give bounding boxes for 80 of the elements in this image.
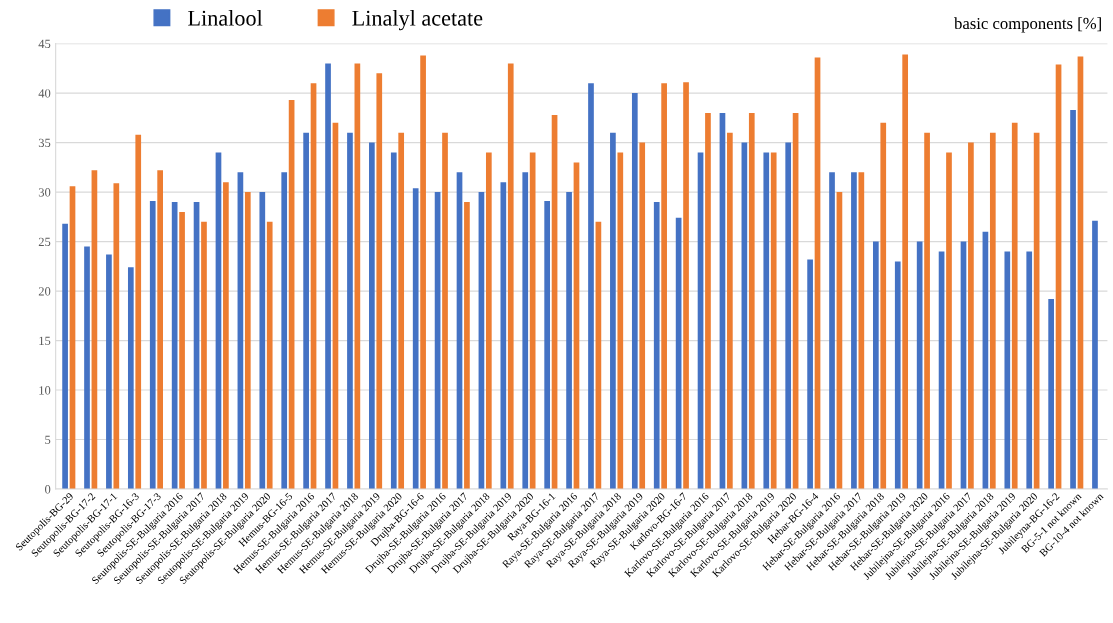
bar	[770, 152, 777, 490]
bar	[201, 221, 207, 490]
y-tick-label: 0	[45, 485, 51, 494]
bar	[179, 211, 185, 490]
bar	[1070, 109, 1076, 490]
bar	[507, 63, 514, 490]
bar	[266, 221, 273, 490]
bar	[303, 132, 309, 490]
bar	[390, 152, 397, 490]
bar	[281, 172, 288, 490]
bar	[968, 142, 974, 490]
y-tick-label: 35	[38, 138, 51, 148]
bar	[617, 152, 624, 490]
bar	[149, 201, 156, 490]
y-tick-label: 30	[38, 188, 51, 197]
bar	[522, 172, 529, 490]
bar	[347, 132, 353, 490]
bar	[566, 192, 572, 490]
bar	[1026, 251, 1033, 490]
bar	[807, 259, 813, 490]
bar	[157, 170, 163, 490]
bar	[785, 142, 792, 490]
bar	[902, 54, 909, 490]
bar	[244, 192, 251, 490]
bar	[325, 63, 331, 490]
bar	[1092, 220, 1098, 490]
legend-label: Linalool	[188, 10, 263, 26]
bar	[858, 172, 865, 490]
y-tick-label: 20	[38, 287, 51, 296]
bar	[1011, 122, 1018, 490]
bar	[84, 246, 90, 490]
bar	[376, 73, 383, 490]
y-tick-label: 40	[38, 89, 51, 98]
bar	[705, 112, 711, 490]
bar	[223, 182, 229, 490]
bar	[420, 55, 426, 490]
y-tick-label: 15	[39, 336, 51, 346]
bar	[1004, 251, 1011, 490]
y-tick-label: 5	[45, 435, 51, 445]
y-tick-label: 45	[38, 39, 51, 49]
y-tick-label: 25	[38, 237, 51, 247]
bar	[369, 142, 375, 490]
bar	[464, 201, 470, 490]
bar	[653, 201, 660, 490]
bar	[631, 93, 638, 490]
bar	[485, 152, 492, 490]
bar	[851, 172, 857, 490]
bar	[127, 267, 134, 490]
bar	[894, 261, 901, 490]
bar	[763, 152, 770, 490]
bar	[727, 132, 733, 490]
bar	[946, 152, 952, 490]
y-axis-title: basic components [%]	[954, 17, 1101, 33]
bar	[171, 201, 178, 490]
legend-label: Linalyl acetate	[352, 10, 483, 31]
y-tick-label: 10	[39, 386, 51, 395]
bar	[989, 132, 996, 490]
bar	[529, 152, 536, 490]
bar	[113, 183, 120, 490]
bar	[873, 241, 879, 490]
bar	[135, 134, 142, 490]
bar	[748, 112, 755, 490]
bar	[924, 132, 930, 490]
bar	[106, 254, 112, 490]
bar	[610, 132, 616, 490]
bar	[661, 83, 667, 490]
bar	[880, 122, 887, 490]
bar	[544, 201, 551, 490]
bar	[1048, 299, 1054, 490]
bar	[62, 223, 68, 490]
bar	[259, 192, 266, 490]
bar	[412, 188, 419, 490]
bar	[442, 132, 448, 490]
bar	[500, 182, 507, 490]
bar	[683, 82, 689, 490]
bar	[829, 172, 835, 490]
bar	[398, 132, 405, 490]
bar	[588, 83, 594, 490]
bar	[639, 142, 646, 490]
bar	[916, 241, 923, 490]
